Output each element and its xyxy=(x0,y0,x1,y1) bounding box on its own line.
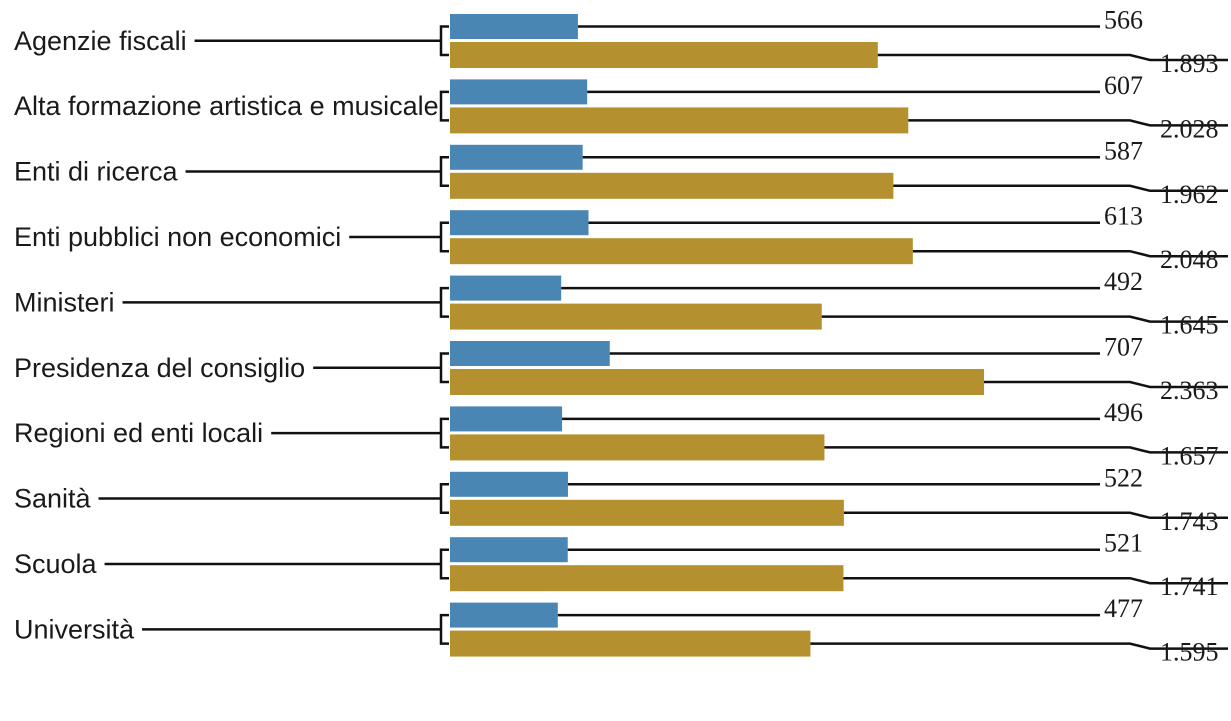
value-leader xyxy=(912,249,1228,258)
value-leader xyxy=(843,511,1228,520)
bar-series-1 xyxy=(450,341,610,366)
value-leader xyxy=(893,184,1228,193)
group-bracket xyxy=(439,221,449,253)
value-leader xyxy=(824,446,1228,454)
value-leader xyxy=(810,642,1228,650)
group-bracket xyxy=(439,156,449,188)
value-label-series-2: 1.962 xyxy=(1160,180,1219,209)
value-leader xyxy=(821,315,1228,323)
category-labels: Agenzie fiscali Alta formazione artistica… xyxy=(14,25,449,645)
value-leader xyxy=(908,119,1228,127)
bar-series-2 xyxy=(450,172,894,199)
group-bracket xyxy=(439,352,449,384)
value-labels: 566 1.893 607 2.028 587 1.962 613 2.048 492 1.645… xyxy=(557,6,1228,667)
value-label-series-1: 707 xyxy=(1104,333,1143,362)
group-bracket xyxy=(439,417,449,449)
category-label: Enti pubblici non economici xyxy=(14,222,341,252)
bar-series-1 xyxy=(450,602,558,628)
bar-series-2 xyxy=(450,42,878,68)
group-bracket xyxy=(439,90,449,122)
value-leader xyxy=(984,380,1228,389)
bar-series-2 xyxy=(450,630,811,657)
group-bracket xyxy=(439,613,449,645)
category-label: Sanità xyxy=(14,484,92,514)
category-label: Agenzie fiscali xyxy=(14,26,187,56)
bar-series-2 xyxy=(450,303,822,330)
value-label-series-1: 613 xyxy=(1104,202,1143,231)
value-label-series-2: 1.657 xyxy=(1160,441,1219,470)
bar-series-1 xyxy=(450,537,568,563)
bar-series-2 xyxy=(450,565,844,592)
bar-series-2 xyxy=(450,238,913,265)
value-label-series-1: 522 xyxy=(1104,463,1143,492)
value-label-series-1: 607 xyxy=(1104,71,1143,100)
bar-series-1 xyxy=(450,144,583,170)
bar-series-1 xyxy=(450,471,568,497)
value-leader xyxy=(877,53,1228,62)
bar-series-1 xyxy=(450,406,563,432)
bar-series-2 xyxy=(450,434,825,461)
bar-series-2 xyxy=(450,107,909,134)
value-label-series-2: 1.595 xyxy=(1160,638,1219,667)
bar-series-2 xyxy=(450,369,984,395)
value-label-series-2: 1.743 xyxy=(1160,507,1219,536)
value-label-series-1: 521 xyxy=(1104,529,1143,558)
bar-series-1 xyxy=(450,275,562,301)
category-label: Presidenza del consiglio xyxy=(14,353,305,383)
value-leader xyxy=(843,576,1228,585)
value-label-series-2: 1.741 xyxy=(1160,572,1219,601)
category-label: Scuola xyxy=(14,549,98,579)
bar-series-2 xyxy=(450,499,844,526)
value-label-series-1: 492 xyxy=(1104,267,1143,296)
value-label-series-1: 477 xyxy=(1104,594,1143,623)
group-bracket xyxy=(439,286,449,318)
bar-series-1 xyxy=(450,14,578,39)
category-label: Regioni ed enti locali xyxy=(14,418,263,448)
category-label: Alta formazione artistica e musicale xyxy=(14,91,439,121)
value-label-series-2: 2.363 xyxy=(1160,376,1219,405)
bar-series-1 xyxy=(450,210,589,236)
bar-series-1 xyxy=(450,79,588,105)
value-label-series-2: 2.048 xyxy=(1160,245,1219,274)
bars xyxy=(450,14,984,657)
value-label-series-1: 566 xyxy=(1104,6,1143,35)
group-bracket xyxy=(439,483,449,515)
value-label-series-2: 2.028 xyxy=(1160,114,1219,143)
value-label-series-1: 587 xyxy=(1104,136,1143,165)
category-label: Enti di ricerca xyxy=(14,157,179,187)
value-label-series-2: 1.893 xyxy=(1160,49,1219,78)
group-bracket xyxy=(439,548,449,580)
group-bracket xyxy=(439,25,449,57)
value-label-series-2: 1.645 xyxy=(1160,311,1219,340)
value-label-series-1: 496 xyxy=(1104,398,1143,427)
category-label: Ministeri xyxy=(14,287,115,317)
category-label: Università xyxy=(14,614,135,644)
